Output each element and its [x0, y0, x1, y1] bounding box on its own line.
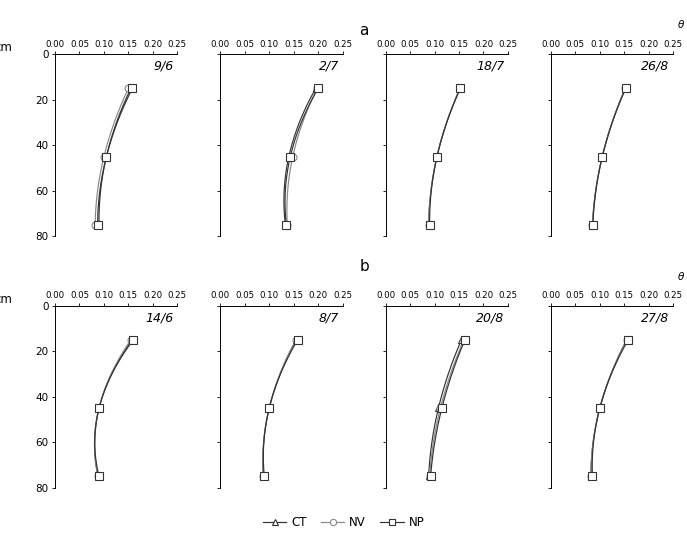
- Text: 8/7: 8/7: [319, 311, 339, 324]
- Text: a: a: [359, 23, 369, 38]
- Text: 27/8: 27/8: [642, 311, 670, 324]
- Text: cm: cm: [0, 293, 12, 306]
- Legend: CT, NV, NP: CT, NV, NP: [258, 511, 429, 533]
- Text: 14/6: 14/6: [146, 311, 174, 324]
- Text: 9/6: 9/6: [153, 60, 174, 73]
- Text: $\theta$ (cm$^3$ cm$^{-3}$): $\theta$ (cm$^3$ cm$^{-3}$): [677, 17, 687, 33]
- Text: 18/7: 18/7: [476, 60, 504, 73]
- Text: 20/8: 20/8: [476, 311, 504, 324]
- Text: 2/7: 2/7: [319, 60, 339, 73]
- Text: 26/8: 26/8: [642, 60, 670, 73]
- Text: cm: cm: [0, 41, 12, 54]
- Text: b: b: [359, 259, 369, 274]
- Text: $\theta$ (cm$^3$ cm$^{-3}$): $\theta$ (cm$^3$ cm$^{-3}$): [677, 269, 687, 284]
